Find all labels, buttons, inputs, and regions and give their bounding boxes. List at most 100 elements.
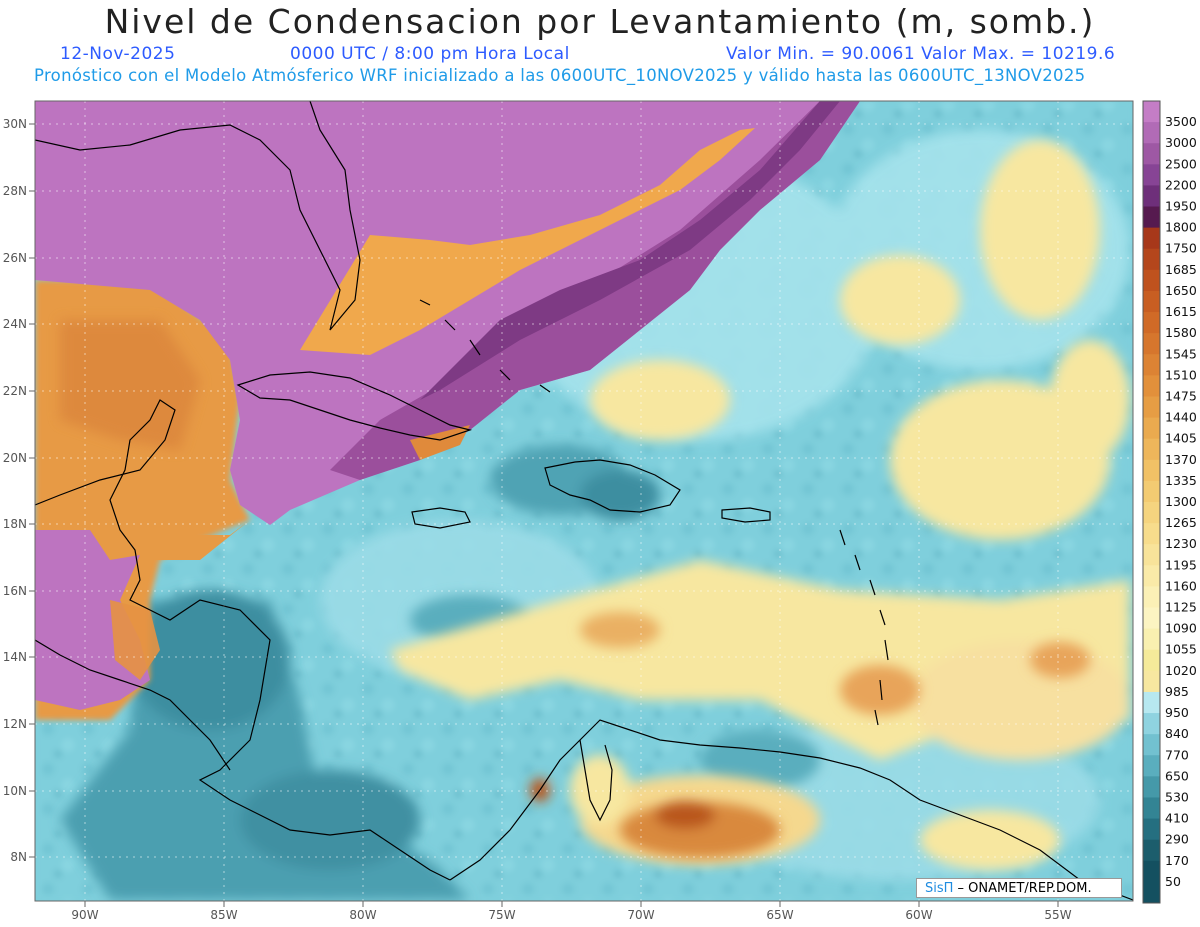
colorbar-swatch bbox=[1143, 354, 1160, 376]
lat-label: 10N bbox=[3, 784, 27, 798]
colorbar-label: 1265 bbox=[1165, 515, 1197, 530]
colorbar-label: 650 bbox=[1165, 768, 1189, 783]
colorbar-swatch bbox=[1143, 312, 1160, 334]
lon-label: 85W bbox=[210, 908, 237, 922]
colorbar-swatch bbox=[1143, 607, 1160, 630]
colorbar-label: 1020 bbox=[1165, 663, 1197, 678]
colorbar-label: 1230 bbox=[1165, 536, 1197, 551]
colorbar-swatch bbox=[1143, 122, 1160, 144]
lon-label: 60W bbox=[905, 908, 932, 922]
longitude-labels: 90W 85W 80W 75W 70W 65W 60W 55W bbox=[71, 908, 1071, 922]
colorbar-swatch bbox=[1143, 691, 1160, 714]
colorbar-label: 840 bbox=[1165, 726, 1189, 741]
colorbar-swatch bbox=[1143, 860, 1160, 883]
colorbar-swatch bbox=[1143, 523, 1160, 545]
lon-label: 90W bbox=[71, 908, 98, 922]
colorbar-swatch bbox=[1143, 290, 1160, 313]
colorbar-label: 530 bbox=[1165, 789, 1189, 804]
axis-ticks bbox=[29, 123, 1059, 907]
credit-brand: SisΠ bbox=[925, 881, 954, 896]
colorbar-label: 290 bbox=[1165, 832, 1189, 847]
colorbar-label: 1950 bbox=[1165, 199, 1197, 214]
lat-label: 20N bbox=[3, 451, 27, 465]
colorbar-swatch bbox=[1143, 776, 1160, 798]
colorbar-label: 1160 bbox=[1165, 578, 1197, 593]
lat-label: 24N bbox=[3, 317, 27, 331]
colorbar-swatch bbox=[1143, 417, 1160, 440]
colorbar-swatch bbox=[1143, 185, 1160, 208]
forecast-date: 12-Nov-2025 bbox=[60, 44, 176, 64]
lat-label: 16N bbox=[3, 584, 27, 598]
credit-box: SisΠ – ONAMET/REP.DOM. bbox=[916, 878, 1122, 898]
min-max-values: Valor Min. = 90.0061 Valor Max. = 10219.… bbox=[726, 44, 1116, 64]
lat-label: 12N bbox=[3, 717, 27, 731]
colorbar-swatch bbox=[1143, 649, 1160, 672]
model-note: Pronóstico con el Modelo Atmósferico WRF… bbox=[34, 66, 1086, 85]
colorbar-swatch bbox=[1143, 206, 1160, 229]
colorbar-label: 1685 bbox=[1165, 262, 1197, 277]
colorbar-label: 770 bbox=[1165, 747, 1189, 762]
lat-label: 28N bbox=[3, 184, 27, 198]
lon-label: 80W bbox=[349, 908, 376, 922]
colorbar-label: 1125 bbox=[1165, 600, 1197, 615]
colorbar-label: 1545 bbox=[1165, 346, 1197, 361]
lat-label: 8N bbox=[10, 850, 27, 864]
colorbar-swatch bbox=[1143, 375, 1160, 397]
colorbar-swatch bbox=[1143, 734, 1160, 756]
latitude-labels: 30N 28N 26N 24N 22N 20N 18N 16N 14N 12N … bbox=[3, 117, 27, 864]
colorbar-label: 3500 bbox=[1165, 114, 1197, 129]
colorbar-label: 1650 bbox=[1165, 283, 1197, 298]
colorbar-swatch bbox=[1143, 438, 1160, 461]
colorbar-swatch bbox=[1143, 143, 1160, 165]
colorbar-label: 170 bbox=[1165, 853, 1189, 868]
colorbar-label: 1800 bbox=[1165, 220, 1197, 235]
colorbar-swatch bbox=[1143, 544, 1160, 566]
colorbar-swatch bbox=[1143, 628, 1160, 651]
lon-label: 55W bbox=[1044, 908, 1071, 922]
colorbar-frame bbox=[1142, 100, 1161, 904]
colorbar-label: 1440 bbox=[1165, 410, 1197, 425]
colorbar-swatch bbox=[1143, 839, 1160, 862]
colorbar-label: 1300 bbox=[1165, 494, 1197, 509]
colorbar-swatch bbox=[1143, 480, 1160, 503]
colorbar-swatch bbox=[1143, 881, 1160, 904]
colorbar-label: 985 bbox=[1165, 684, 1189, 699]
colorbar-label: 1370 bbox=[1165, 452, 1197, 467]
colorbar-label: 50 bbox=[1165, 874, 1181, 889]
colorbar-swatch bbox=[1143, 333, 1160, 355]
colorbar-swatch bbox=[1143, 269, 1160, 292]
colorbar-swatch bbox=[1143, 248, 1160, 271]
colorbar-swatch bbox=[1143, 565, 1160, 587]
colorbar-swatch bbox=[1143, 101, 1160, 123]
colorbar-swatch bbox=[1143, 459, 1160, 482]
colorbar-swatch bbox=[1143, 227, 1160, 250]
colorbar-label: 1405 bbox=[1165, 431, 1197, 446]
colorbar-swatch bbox=[1143, 797, 1160, 820]
colorbar-label: 1580 bbox=[1165, 325, 1197, 340]
lat-label: 30N bbox=[3, 117, 27, 131]
coastlines bbox=[35, 101, 1133, 901]
map-frame bbox=[34, 100, 1134, 902]
colorbar-label: 1615 bbox=[1165, 304, 1197, 319]
colorbar-swatch bbox=[1143, 502, 1160, 524]
colorbar-label: 1510 bbox=[1165, 367, 1197, 382]
colorbar-swatch bbox=[1143, 396, 1160, 419]
lat-label: 18N bbox=[3, 517, 27, 531]
colorbar-label: 410 bbox=[1165, 811, 1189, 826]
lat-label: 22N bbox=[3, 384, 27, 398]
colorbar-swatch bbox=[1143, 818, 1160, 841]
colorbar-label: 1090 bbox=[1165, 621, 1197, 636]
lon-label: 70W bbox=[627, 908, 654, 922]
lon-label: 65W bbox=[766, 908, 793, 922]
colorbar-label: 1335 bbox=[1165, 473, 1197, 488]
lat-label: 26N bbox=[3, 251, 27, 265]
lon-label: 75W bbox=[488, 908, 515, 922]
forecast-time: 0000 UTC / 8:00 pm Hora Local bbox=[290, 44, 570, 64]
colorbar-swatch bbox=[1143, 586, 1160, 609]
colorbar-swatch bbox=[1143, 670, 1160, 693]
shaded-field bbox=[35, 101, 1133, 901]
colorbar-label: 3000 bbox=[1165, 135, 1197, 150]
colorbar-label: 2500 bbox=[1165, 156, 1197, 171]
colorbar-label: 2200 bbox=[1165, 177, 1197, 192]
